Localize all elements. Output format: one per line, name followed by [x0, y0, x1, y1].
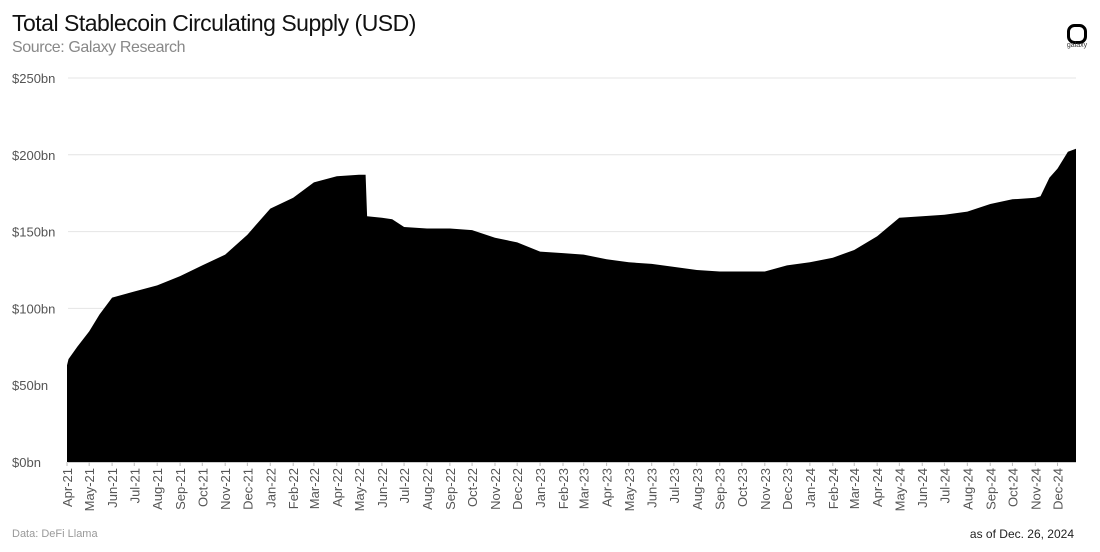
y-tick-label: $250bn: [12, 71, 55, 86]
x-tick-label: Apr-21: [60, 468, 75, 507]
x-tick-label: Jun-23: [645, 468, 660, 508]
x-tick-label: Oct-21: [195, 468, 210, 507]
y-tick-label: $200bn: [12, 148, 55, 163]
x-tick-label: Oct-22: [465, 468, 480, 507]
y-tick-label: $0bn: [12, 455, 41, 470]
x-tick-label: Nov-21: [218, 468, 233, 510]
x-tick-label: Apr-22: [330, 468, 345, 507]
x-tick-label: Feb-23: [556, 468, 571, 509]
chart-subtitle: Source: Galaxy Research: [12, 39, 186, 56]
x-tick-label: Mar-24: [847, 468, 862, 509]
x-tick-label: May-21: [82, 468, 97, 511]
x-tick-label: Nov-22: [488, 468, 503, 510]
x-tick-label: Jun-24: [915, 468, 930, 508]
x-tick-label: Apr-24: [870, 468, 885, 507]
x-tick-label: Sep-24: [983, 468, 998, 510]
x-tick-label: May-22: [352, 468, 367, 511]
y-tick-label: $50bn: [12, 378, 48, 393]
data-source: Data: DeFi Llama: [12, 528, 98, 540]
x-tick-label: Sep-22: [443, 468, 458, 510]
x-tick-label: Jan-22: [263, 468, 278, 508]
chart-title: Total Stablecoin Circulating Supply (USD…: [12, 10, 416, 36]
x-tick-label: Dec-21: [240, 468, 255, 510]
x-tick-label: Oct-24: [1005, 468, 1020, 507]
x-tick-label: Dec-22: [510, 468, 525, 510]
x-tick-label: Oct-23: [735, 468, 750, 507]
x-tick-label: Aug-23: [690, 468, 705, 510]
x-tick-label: Jul-23: [667, 468, 682, 503]
x-tick-label: Nov-23: [758, 468, 773, 510]
x-tick-label: Jul-24: [937, 468, 952, 503]
x-tick-label: Nov-24: [1028, 468, 1043, 510]
as-of-date: as of Dec. 26, 2024: [969, 527, 1074, 541]
x-tick-label: May-23: [622, 468, 637, 511]
y-tick-label: $100bn: [12, 301, 55, 316]
x-tick-label: Feb-24: [826, 468, 841, 509]
x-tick-label: Sep-21: [173, 468, 188, 510]
logo-text: galaxy: [1066, 42, 1088, 49]
x-tick-label: Aug-21: [150, 468, 165, 510]
x-tick-label: Jul-21: [127, 468, 142, 503]
x-tick-label: Jun-22: [375, 468, 390, 508]
y-tick-label: $150bn: [12, 225, 55, 240]
x-tick-label: Mar-23: [577, 468, 592, 509]
galaxy-logo-icon: [1067, 24, 1087, 44]
x-tick-label: Dec-24: [1051, 468, 1066, 510]
x-tick-label: Dec-23: [780, 468, 795, 510]
x-tick-label: May-24: [892, 468, 907, 511]
x-tick-label: Feb-22: [286, 468, 301, 509]
x-tick-label: Jan-24: [803, 468, 818, 508]
x-tick-label: Aug-24: [960, 468, 975, 510]
supply-area: [67, 148, 1076, 462]
x-tick-label: Aug-22: [420, 468, 435, 510]
x-tick-label: Jul-22: [397, 468, 412, 503]
x-tick-label: Apr-23: [600, 468, 615, 507]
x-tick-label: Jan-23: [533, 468, 548, 508]
x-tick-label: Mar-22: [307, 468, 322, 509]
x-tick-label: Sep-23: [713, 468, 728, 510]
x-tick-label: Jun-21: [105, 468, 120, 508]
